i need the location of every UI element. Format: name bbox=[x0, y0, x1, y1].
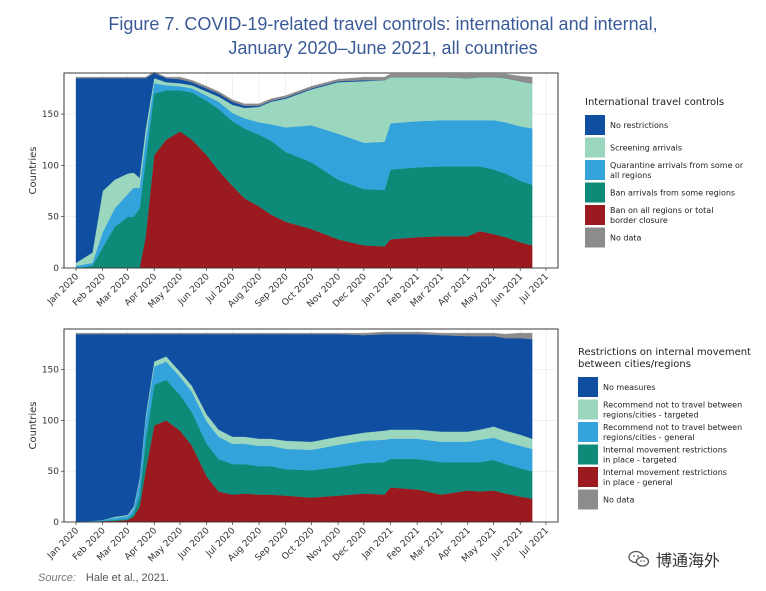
legend-label: all regions bbox=[610, 171, 651, 180]
legend-swatch bbox=[585, 160, 605, 180]
legend-label: No data bbox=[603, 496, 635, 505]
legend-label: Ban on all regions or total bbox=[610, 206, 713, 215]
wechat-icon bbox=[628, 550, 650, 567]
legend-swatch bbox=[585, 115, 605, 135]
legend-label: in place - general bbox=[603, 478, 673, 487]
legend-swatch bbox=[578, 467, 598, 487]
area-series-6 bbox=[75, 331, 533, 340]
figure-title-line-1: Figure 7. COVID-19-related travel contro… bbox=[108, 14, 658, 34]
y-tick-label: 50 bbox=[48, 467, 60, 477]
legend-label: No measures bbox=[603, 383, 655, 392]
legend-label: regions/cities - targeted bbox=[603, 411, 699, 420]
y-axis-label: Countries bbox=[28, 402, 39, 450]
legend-label: Ban arrivals from some regions bbox=[610, 189, 735, 198]
source-text: Hale et al., 2021. bbox=[85, 572, 170, 584]
y-tick-label: 0 bbox=[53, 518, 59, 528]
legend-label: Internal movement restrictions bbox=[603, 446, 727, 455]
legend-label: border closure bbox=[610, 216, 668, 225]
y-tick-label: 100 bbox=[42, 161, 59, 171]
legend-label: No data bbox=[610, 234, 642, 243]
legend-label: No restrictions bbox=[610, 121, 668, 130]
figure-title-line-2: January 2020–June 2021, all countries bbox=[228, 38, 538, 58]
area-series-6 bbox=[75, 71, 533, 106]
source-label: Source: bbox=[38, 572, 76, 584]
y-tick-label: 100 bbox=[42, 416, 59, 426]
legend-title: International travel controls bbox=[585, 97, 724, 108]
legend-swatch bbox=[585, 137, 605, 158]
legend: International travel controls No restrict… bbox=[585, 97, 744, 248]
legend-swatch bbox=[585, 205, 605, 225]
legend-label: Recommend not to travel between bbox=[603, 401, 742, 410]
legend-label: Internal movement restrictions bbox=[603, 468, 727, 477]
plot-frame bbox=[63, 328, 559, 523]
legend-title: Restrictions on internal movement bbox=[578, 347, 751, 358]
legend-swatch bbox=[578, 399, 598, 420]
legend-swatch bbox=[578, 489, 598, 510]
y-tick-label: 0 bbox=[53, 264, 59, 274]
plot-frame bbox=[63, 72, 559, 269]
legend-swatch bbox=[585, 182, 605, 203]
watermark: 博通海外 bbox=[628, 547, 720, 571]
y-tick-label: 150 bbox=[42, 366, 59, 376]
legend: Restrictions on internal movementbetween… bbox=[578, 347, 751, 510]
legend-label: Quarantine arrivals from some or bbox=[610, 161, 744, 170]
legend-swatch bbox=[578, 444, 598, 465]
legend-swatch bbox=[578, 377, 598, 397]
legend-label: regions/cities - general bbox=[603, 433, 695, 442]
legend-label: Screening arrivals bbox=[610, 144, 682, 153]
y-axis-label: Countries bbox=[28, 147, 39, 195]
legend-title: between cities/regions bbox=[578, 359, 691, 370]
legend-swatch bbox=[578, 422, 598, 442]
legend-label: Recommend not to travel between bbox=[603, 423, 742, 432]
y-tick-label: 150 bbox=[42, 110, 59, 120]
legend-label: in place - targeted bbox=[603, 456, 677, 465]
legend-swatch bbox=[585, 227, 605, 248]
watermark-text: 博通海外 bbox=[656, 551, 721, 570]
y-tick-label: 50 bbox=[48, 213, 60, 223]
source-note: Source: Hale et al., 2021. bbox=[38, 572, 169, 584]
